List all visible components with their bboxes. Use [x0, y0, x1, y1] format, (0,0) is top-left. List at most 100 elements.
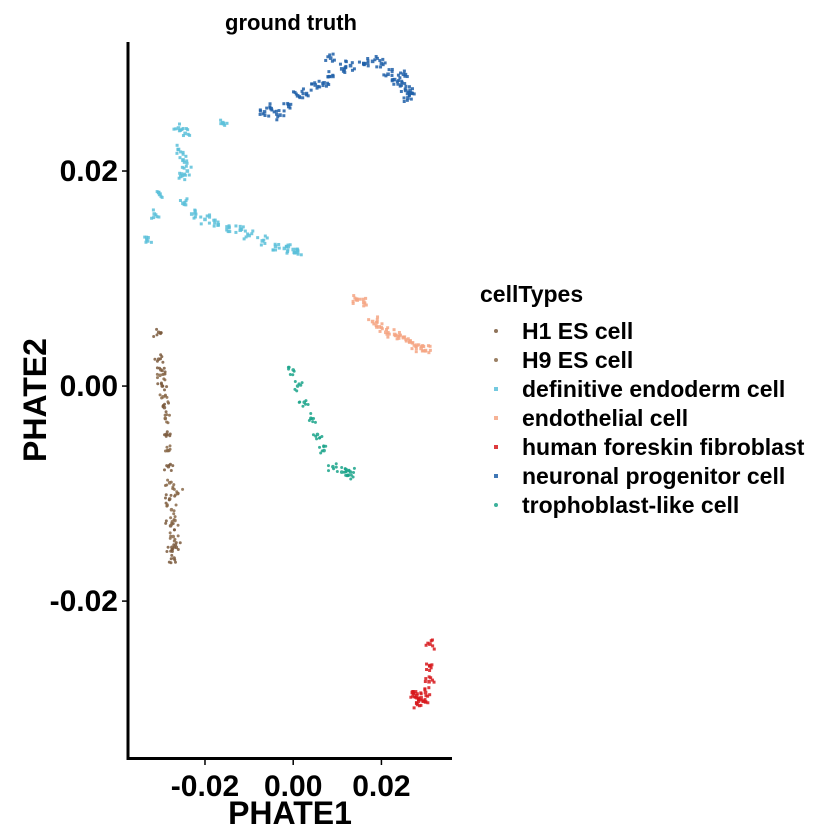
point-jitter [352, 470, 356, 474]
point-jitter [411, 341, 415, 345]
point-jitter [212, 218, 216, 222]
point-marker [348, 63, 353, 68]
point-jitter [326, 55, 330, 59]
point-jitter [411, 694, 415, 698]
point-jitter [285, 245, 289, 249]
data-point-neuronal-progenitor-cell-8 [326, 70, 335, 79]
point-jitter [184, 154, 188, 158]
point-jitter [331, 52, 335, 56]
data-point-trophoblast-like-cell-5 [318, 444, 328, 455]
point-jitter [400, 80, 404, 84]
point-jitter [421, 349, 425, 353]
data-point-neuronal-progenitor-cell-9 [338, 62, 348, 74]
point-jitter [163, 417, 167, 421]
point-jitter [162, 372, 166, 376]
point-jitter [387, 68, 391, 72]
point-jitter [299, 383, 303, 387]
point-jitter [380, 327, 384, 331]
point-jitter [300, 89, 304, 93]
point-jitter [167, 463, 171, 467]
data-point-definitive-endoderm-cell-20 [219, 118, 229, 127]
data-point-neuronal-progenitor-cell-0 [258, 108, 271, 118]
point-jitter [403, 82, 407, 86]
data-point-neuronal-progenitor-cell-7 [317, 79, 331, 88]
data-point-h9-es-cell-6 [168, 531, 180, 543]
point-jitter [341, 69, 345, 73]
point-jitter [415, 692, 419, 696]
point-jitter [374, 54, 378, 58]
point-jitter [178, 199, 182, 203]
point-jitter [208, 215, 212, 219]
point-jitter [162, 366, 166, 370]
point-jitter [427, 664, 431, 668]
point-jitter [402, 96, 406, 100]
data-point-h9-es-cell-5 [165, 503, 178, 516]
data-point-trophoblast-like-cell-3 [307, 411, 317, 424]
point-jitter [288, 243, 292, 247]
data-point-h1-es-cell-0 [152, 327, 163, 339]
point-jitter [170, 523, 174, 527]
point-jitter [288, 106, 292, 110]
point-jitter [199, 222, 203, 226]
point-jitter [353, 296, 357, 300]
point-jitter [163, 496, 167, 500]
point-jitter [155, 376, 159, 380]
point-jitter [216, 220, 220, 224]
data-point-definitive-endoderm-cell-3 [178, 154, 189, 165]
point-jitter [219, 122, 223, 126]
point-jitter [174, 503, 178, 507]
point-jitter [296, 247, 300, 251]
point-jitter [183, 200, 187, 204]
point-jitter [160, 369, 164, 373]
point-jitter [424, 677, 428, 681]
point-jitter [177, 176, 181, 180]
point-jitter [361, 297, 365, 301]
point-marker [401, 72, 406, 77]
point-jitter [167, 498, 171, 502]
point-jitter [185, 161, 189, 165]
point-jitter [287, 365, 291, 369]
point-jitter [288, 372, 292, 376]
point-jitter [334, 465, 338, 469]
point-jitter [291, 90, 295, 94]
point-jitter [293, 90, 297, 94]
point-jitter [181, 126, 185, 130]
data-point-trophoblast-like-cell-9 [344, 466, 356, 477]
point-jitter [405, 92, 409, 96]
point-jitter [185, 197, 189, 201]
point-jitter [386, 335, 390, 339]
point-jitter [376, 315, 380, 319]
point-jitter [429, 676, 433, 680]
point-jitter [238, 224, 242, 228]
point-jitter [246, 232, 250, 236]
data-point-definitive-endoderm-cell-1 [155, 190, 164, 199]
point-jitter [166, 421, 170, 425]
point-jitter [169, 480, 173, 484]
data-point-human-foreskin-fibroblast-2 [423, 675, 436, 684]
point-jitter [250, 232, 254, 236]
point-jitter [199, 215, 203, 219]
legend-title: cellTypes [480, 281, 583, 307]
point-jitter [430, 663, 434, 667]
point-jitter [415, 701, 419, 705]
point-jitter [306, 94, 310, 98]
y-tick-label: 0.00 [60, 370, 118, 403]
point-jitter [311, 433, 315, 437]
point-jitter [143, 235, 147, 239]
data-point-h1-es-cell-5 [162, 430, 172, 438]
point-jitter [272, 110, 276, 114]
point-jitter [274, 109, 278, 113]
point-jitter [166, 400, 170, 404]
point-jitter [423, 680, 427, 684]
point-jitter [415, 703, 419, 707]
y-tick-label: -0.02 [50, 585, 118, 618]
point-jitter [262, 238, 266, 242]
point-jitter [403, 87, 407, 91]
data-point-neuronal-progenitor-cell-1 [265, 102, 276, 114]
data-point-definitive-endoderm-cell-12 [225, 224, 232, 234]
point-marker [178, 174, 183, 179]
point-jitter [291, 373, 295, 377]
point-jitter [172, 512, 176, 516]
point-jitter [154, 213, 158, 217]
point-marker [408, 88, 412, 93]
